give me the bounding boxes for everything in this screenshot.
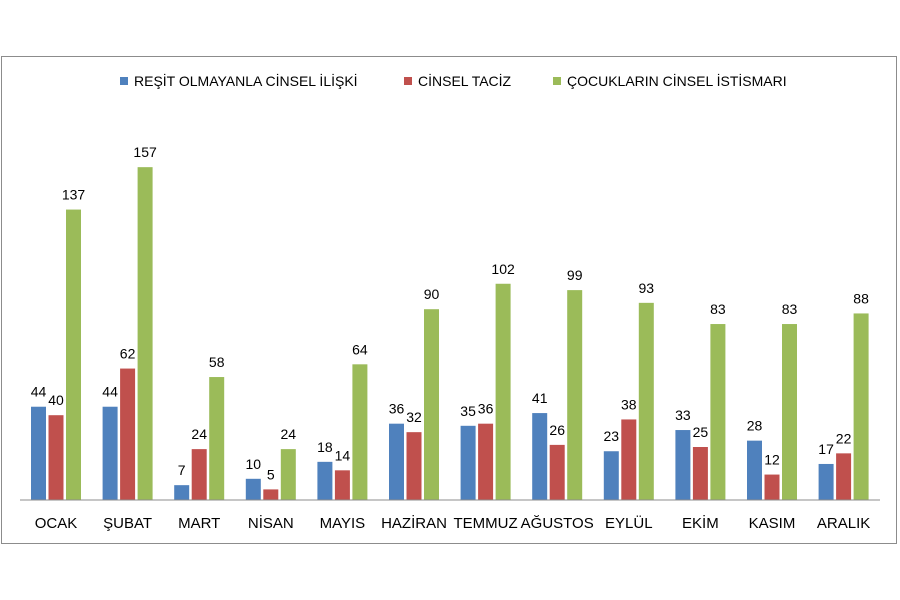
legend: REŞİT OLMAYANLA CİNSEL İLİŞKİ CİNSEL TACİ…: [120, 72, 787, 89]
bar-9-2: [710, 324, 726, 500]
bar-8-2: [638, 302, 654, 500]
data-label-11-1: 22: [836, 430, 852, 446]
bar-7-1: [549, 444, 565, 500]
bar-0-2: [66, 209, 81, 500]
data-label-1-2: 157: [133, 144, 157, 160]
legend-swatch-1: [404, 77, 412, 85]
bar-5-0: [389, 423, 404, 500]
bar-5-1: [406, 432, 422, 500]
data-label-8-2: 93: [639, 280, 655, 296]
bar-2-1: [191, 449, 207, 500]
category-label-6: TEMMUZ: [454, 515, 518, 532]
category-label-4: MAYIS: [320, 515, 366, 532]
bar-11-2: [853, 313, 869, 500]
bar-4-2: [352, 364, 368, 500]
data-label-0-1: 40: [48, 392, 64, 408]
data-label-9-0: 33: [675, 407, 691, 423]
data-label-10-2: 83: [782, 301, 798, 317]
category-label-1: ŞUBAT: [103, 515, 152, 532]
data-label-11-2: 88: [853, 290, 869, 306]
bar-1-0: [102, 406, 118, 500]
bar-0-1: [48, 415, 64, 500]
category-label-0: OCAK: [35, 515, 78, 532]
bar-7-2: [567, 290, 583, 500]
bar-4-1: [334, 470, 350, 500]
bar-5-2: [424, 309, 439, 500]
bar-8-1: [621, 419, 637, 500]
category-label-8: EYLÜL: [605, 514, 653, 532]
category-label-9: EKİM: [682, 514, 719, 532]
bar-1-2: [137, 167, 153, 500]
data-label-11-0: 17: [818, 441, 834, 457]
data-label-10-0: 28: [747, 418, 763, 434]
data-label-8-0: 23: [604, 428, 620, 444]
bar-6-2: [495, 283, 511, 500]
data-label-4-0: 18: [317, 439, 333, 455]
data-label-6-2: 102: [491, 261, 515, 277]
bar-9-1: [692, 447, 708, 500]
bar-3-2: [280, 449, 296, 500]
category-label-5: HAZİRAN: [381, 514, 447, 532]
data-label-6-1: 36: [478, 401, 494, 417]
category-label-10: KASIM: [749, 515, 796, 532]
bar-1-1: [120, 368, 136, 500]
data-label-0-0: 44: [31, 384, 47, 400]
category-labels: OCAK ŞUBAT MART NİSAN MAYIS HAZİRAN TEMMUZ AĞUS…: [35, 514, 871, 532]
data-label-8-1: 38: [621, 396, 637, 412]
data-label-6-0: 35: [460, 403, 476, 419]
bar-11-1: [836, 453, 852, 500]
data-label-4-2: 64: [352, 341, 368, 357]
data-label-2-2: 58: [209, 354, 225, 370]
data-label-5-1: 32: [406, 409, 422, 425]
data-label-3-2: 24: [281, 426, 297, 442]
bar-3-0: [245, 478, 261, 500]
legend-swatch-0: [120, 77, 128, 85]
legend-label-1: CİNSEL TACİZ: [418, 72, 512, 89]
bar-10-2: [782, 324, 797, 500]
bar-2-2: [209, 377, 225, 500]
bar-10-0: [747, 440, 762, 500]
data-label-3-1: 5: [267, 466, 275, 482]
legend-label-2: ÇOCUKLARIN CİNSEL İSTİSMARI: [567, 72, 787, 89]
data-label-1-1: 62: [120, 346, 136, 362]
bar-9-0: [675, 430, 691, 500]
data-label-9-1: 25: [693, 424, 709, 440]
legend-label-0: REŞİT OLMAYANLA CİNSEL İLİŞKİ: [134, 72, 358, 89]
data-label-7-0: 41: [532, 390, 548, 406]
data-label-7-1: 26: [549, 422, 565, 438]
category-label-7: AĞUSTOS: [521, 515, 594, 532]
bar-0-0: [31, 406, 46, 500]
data-label-9-2: 83: [710, 301, 726, 317]
bar-11-0: [818, 463, 834, 500]
category-label-11: ARALIK: [817, 515, 870, 532]
bar-6-1: [478, 423, 494, 500]
data-label-3-0: 10: [246, 456, 262, 472]
bar-10-1: [764, 474, 780, 500]
bar-8-0: [603, 451, 619, 500]
data-label-2-0: 7: [178, 462, 186, 478]
data-label-5-0: 36: [389, 401, 405, 417]
data-label-7-2: 99: [567, 267, 583, 283]
bar-4-0: [317, 461, 333, 500]
data-label-5-2: 90: [424, 286, 440, 302]
bar-6-0: [460, 425, 476, 500]
bar-2-0: [174, 485, 190, 500]
data-label-4-1: 14: [335, 447, 351, 463]
data-label-2-1: 24: [191, 426, 207, 442]
category-label-3: NİSAN: [248, 514, 294, 532]
bars: [31, 167, 869, 500]
bar-3-1: [263, 489, 279, 500]
data-label-10-1: 12: [764, 452, 780, 468]
data-label-0-2: 137: [62, 187, 86, 203]
legend-swatch-2: [553, 77, 561, 85]
bar-7-0: [532, 413, 548, 500]
category-label-2: MART: [178, 515, 220, 532]
data-label-1-0: 44: [102, 384, 118, 400]
